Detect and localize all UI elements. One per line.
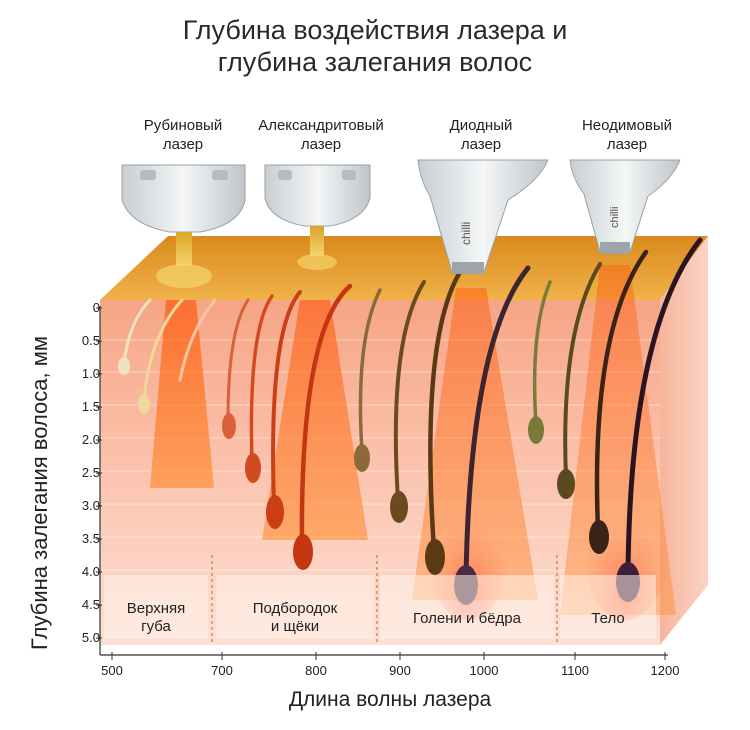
y-tick-label: 2.5 bbox=[81, 465, 100, 480]
skin-side-face bbox=[660, 236, 708, 645]
x-tick-label: 500 bbox=[101, 663, 123, 678]
hair-body-1 bbox=[532, 280, 552, 427]
alexandrite-laser-device bbox=[264, 164, 371, 270]
hair-chin-1 bbox=[226, 298, 250, 422]
y-tick-label: 5.0 bbox=[81, 630, 100, 645]
hair-bulb bbox=[557, 469, 575, 499]
y-tick-label: 1.0 bbox=[81, 366, 100, 381]
hair-upper-lip-3 bbox=[178, 298, 217, 382]
x-tick-label: 700 bbox=[211, 663, 233, 678]
y-tick-label: 0 bbox=[92, 300, 100, 315]
region-label-line: Тело bbox=[591, 610, 625, 627]
region-label-line: Подбородок bbox=[252, 600, 338, 617]
page-title: Глубина воздействия лазера и глубина зал… bbox=[0, 14, 750, 78]
laser-label-line: Рубиновый bbox=[143, 117, 223, 134]
laser-label-diode: Диодный лазер bbox=[406, 116, 556, 154]
diode-device-brand: chilli bbox=[459, 222, 473, 245]
y-tick-label: 2.0 bbox=[81, 432, 100, 447]
laser-label-alexandrite: Александритовый лазер bbox=[246, 116, 396, 154]
hair-bulb bbox=[390, 491, 408, 523]
region-backdrop bbox=[380, 575, 554, 639]
region-label-chin-cheeks: Подбородок и щёки bbox=[216, 600, 374, 636]
hair-legs-2 bbox=[393, 280, 426, 502]
hair-bulb bbox=[138, 394, 150, 414]
region-label-upper-lip: Верхняя губа bbox=[106, 600, 206, 636]
laser-label-line: лазер bbox=[460, 136, 502, 153]
neodymium-laser-device bbox=[569, 159, 681, 254]
hair-bulb bbox=[266, 495, 284, 529]
diode-laser-device bbox=[417, 159, 549, 274]
region-backdrop bbox=[104, 575, 208, 639]
hair-upper-lip-1 bbox=[122, 298, 152, 364]
x-tick-label: 1100 bbox=[561, 663, 589, 678]
title-line-2: глубина залегания волос bbox=[217, 47, 533, 77]
region-backdrop bbox=[216, 575, 374, 639]
zone-separators bbox=[211, 555, 558, 645]
hair-body-2 bbox=[563, 262, 602, 480]
hair-bulb bbox=[245, 453, 261, 483]
y-tick-label: 3.5 bbox=[81, 531, 100, 546]
y-axis-title: Глубина залегания волоса, мм bbox=[27, 336, 52, 651]
laser-label-line: лазер bbox=[300, 136, 342, 153]
laser-label-neodymium: Неодимовый лазер bbox=[552, 116, 702, 154]
title-line-1: Глубина воздействия лазера и bbox=[182, 15, 568, 45]
y-tick-label: 4.0 bbox=[81, 564, 100, 579]
region-label-line: и щёки bbox=[270, 618, 320, 635]
hair-bulb bbox=[354, 444, 370, 472]
hair-bulb bbox=[528, 416, 544, 444]
hair-body-4 bbox=[625, 237, 703, 578]
laser-label-line: Александритовый bbox=[258, 117, 384, 134]
hair-upper-lip-2 bbox=[142, 298, 184, 402]
y-tick-label: 1.5 bbox=[81, 399, 100, 414]
laser-label-ruby: Рубиновый лазер bbox=[108, 116, 258, 154]
alexandrite-laser-beam bbox=[262, 300, 368, 540]
x-tick-label: 900 bbox=[389, 663, 411, 678]
hair-chin-3 bbox=[271, 290, 302, 507]
hair-chin-4 bbox=[299, 283, 353, 548]
neodymium-device-brand: chilli bbox=[609, 207, 621, 228]
hair-bulb bbox=[425, 539, 445, 575]
skin-surface bbox=[100, 236, 708, 300]
laser-label-line: лазер bbox=[606, 136, 648, 153]
hair-bulb bbox=[293, 534, 313, 570]
hair-legs-1 bbox=[358, 288, 382, 454]
hair-body-3 bbox=[594, 249, 649, 533]
hair-chin-2 bbox=[249, 294, 274, 464]
y-axis-ticks bbox=[96, 307, 102, 639]
region-backdrop bbox=[560, 575, 656, 639]
ruby-laser-beam bbox=[150, 300, 214, 488]
x-axis-ticks bbox=[111, 652, 666, 660]
y-tick-label: 4.5 bbox=[81, 597, 100, 612]
y-tick-label: 0.5 bbox=[81, 333, 100, 348]
ruby-laser-device bbox=[121, 164, 246, 288]
x-tick-label: 1000 bbox=[469, 663, 499, 678]
laser-label-line: Неодимовый bbox=[581, 117, 673, 134]
x-tick-label: 800 bbox=[305, 663, 327, 678]
y-tick-label: 3.0 bbox=[81, 498, 100, 513]
x-axis-title: Длина волны лазера bbox=[288, 688, 492, 711]
x-tick-label: 1200 bbox=[650, 663, 680, 678]
laser-label-line: лазер bbox=[162, 136, 204, 153]
laser-label-line: Диодный bbox=[449, 117, 513, 134]
region-label-body: Тело bbox=[560, 610, 656, 628]
region-label-line: губа bbox=[141, 618, 171, 635]
region-label-line: Верхняя bbox=[126, 600, 186, 617]
hair-bulb bbox=[118, 357, 130, 375]
region-label-line: Голени и бёдра bbox=[413, 610, 521, 627]
region-label-legs: Голени и бёдра bbox=[380, 610, 554, 628]
hair-bulb bbox=[589, 520, 609, 554]
hair-legs-3 bbox=[428, 269, 463, 553]
hair-legs-4 bbox=[463, 265, 531, 581]
hair-bulb bbox=[222, 413, 236, 439]
